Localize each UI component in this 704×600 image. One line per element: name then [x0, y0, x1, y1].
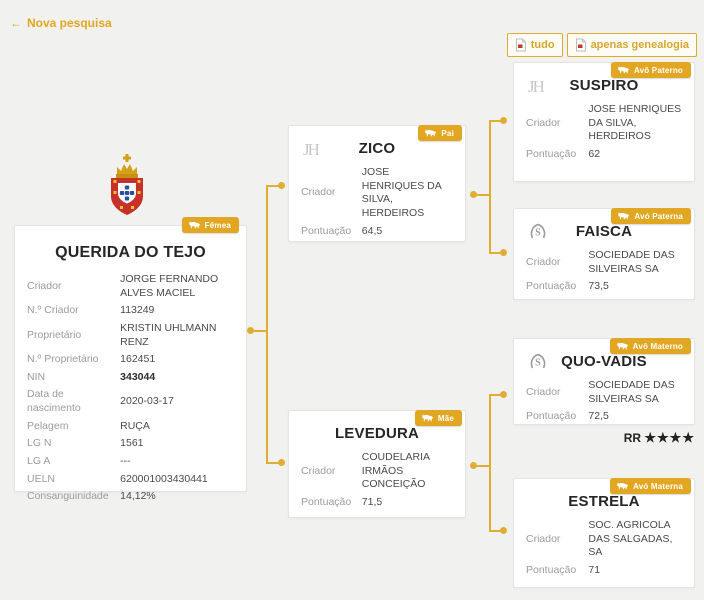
connector-dot	[470, 191, 477, 198]
sire-card[interactable]: Pai JH ZICO Criador JOSE HENRIQUES DA SIL…	[288, 125, 466, 242]
field-row: Pontuação 73,5	[526, 280, 609, 293]
connector-gen2b-bottom	[489, 530, 504, 532]
relation-badge: Pai	[418, 125, 462, 141]
horse-icon	[617, 482, 629, 490]
relation-badge: Avô Materno	[609, 338, 691, 354]
horse-name: JH SUSPIRO	[528, 77, 639, 96]
field-row: Criador JORGE FERNANDO ALVES MACIEL	[27, 273, 219, 299]
sex-badge: Fêmea	[181, 217, 239, 233]
connector-gen1-vertical	[266, 186, 268, 464]
field-row: UELN 620001003430441	[27, 472, 208, 485]
field-row: Proprietário KRISTIN UHLMANN RENZ	[27, 321, 217, 348]
field-row: LG A ---	[27, 455, 131, 468]
field-row: Consanguinidade 14,12%	[27, 490, 156, 503]
export-all-button[interactable]: tudo	[506, 33, 563, 57]
export-genealogy-button[interactable]: apenas genealogia	[566, 33, 697, 57]
connector-dot	[500, 249, 507, 256]
relation-badge: Avó Paterna	[611, 208, 691, 224]
horse-name: ESTRELA	[568, 493, 640, 510]
connector-gen2a-bottom	[489, 252, 504, 254]
relation-badge: Avô Paterno	[610, 62, 691, 78]
dam-card[interactable]: Mãe LEVEDURA Criador COUDELARIA IRMÃOS CO…	[288, 410, 466, 518]
paternal-granddam-card[interactable]: Avó Paterna S FAISCA Criador SOCIEDADE DA…	[513, 208, 695, 300]
horse-name: JH ZICO	[303, 140, 396, 159]
horse-name: LEVEDURA	[334, 425, 420, 442]
connector-gen2b-vertical	[489, 395, 491, 532]
field-row: LG N 1561	[27, 437, 144, 450]
horse-icon	[421, 414, 433, 422]
relation-badge-label: Mãe	[437, 413, 454, 423]
rating-stars: ★★★★	[644, 430, 695, 445]
field-row: Criador SOC. AGRICOLA DAS SALGADAS, SA	[526, 519, 673, 559]
back-arrow-icon: ←	[10, 16, 22, 30]
connector-gen1-mid	[251, 330, 267, 332]
breeder-monogram: JH	[303, 140, 320, 159]
field-row: Pontuação 71,5	[301, 495, 383, 508]
connector-gen1-bottom	[266, 462, 282, 464]
connector-dot	[500, 527, 507, 534]
field-row: Criador JOSE HENRIQUES DA SILVA, HERDEIRO…	[526, 103, 682, 143]
back-link-label: Nova pesquisa	[27, 16, 112, 30]
paternal-grandsire-card[interactable]: Avô Paterno JH SUSPIRO Criador JOSE HENRI…	[513, 62, 695, 182]
horse-name: S QUO-VADIS	[526, 353, 682, 370]
export-genealogy-label: apenas genealogia	[590, 39, 689, 51]
connector-dot	[278, 182, 285, 189]
connector-dot	[500, 117, 507, 124]
horse-icon	[618, 212, 630, 220]
rating-prefix: RR	[623, 431, 642, 445]
horse-name: S FAISCA	[526, 223, 682, 240]
field-row: Data de nascimento 2020-03-17	[27, 388, 174, 415]
horse-icon	[618, 66, 629, 74]
export-all-label: tudo	[530, 39, 555, 51]
connector-dot	[500, 391, 507, 398]
field-row: Criador JOSE HENRIQUES DA SILVA, HERDEIRO…	[301, 166, 442, 219]
merit-rating: RR ★★★★	[513, 430, 695, 446]
subject-card: Fêmea QUERIDA DO TEJO Criador JORGE FERNA…	[14, 217, 247, 502]
field-row: Criador SOCIEDADE DAS SILVEIRAS SA	[526, 249, 675, 275]
connector-dot	[278, 459, 285, 466]
horseshoe-s-icon: S	[530, 223, 546, 239]
connector-dot	[470, 462, 477, 469]
horse-icon	[616, 342, 628, 350]
export-button-group: tudo apenas genealogia	[506, 33, 697, 57]
relation-badge-label: Avô Paterno	[633, 65, 683, 75]
connector-gen2b-mid	[474, 465, 490, 467]
connector-gen2b-top	[489, 394, 504, 396]
subject-name: QUERIDA DO TEJO	[55, 244, 206, 261]
field-row: N.º Proprietário 162451	[27, 353, 156, 366]
connector-gen2a-vertical	[489, 121, 491, 254]
new-search-link[interactable]: ← Nova pesquisa	[10, 16, 112, 30]
connector-gen2a-mid	[474, 194, 490, 196]
horse-icon	[188, 221, 200, 229]
maternal-granddam-card[interactable]: Avó Materna ESTRELA Criador SOC. AGRICOLA…	[513, 478, 695, 588]
relation-badge-label: Avó Paterna	[634, 211, 683, 221]
connector-dot	[247, 327, 254, 334]
connector-gen1-top	[266, 185, 282, 187]
field-row: NIN 343044	[27, 370, 156, 383]
connector-gen2a-top	[489, 120, 504, 122]
field-row: Criador SOCIEDADE DAS SILVEIRAS SA	[526, 379, 675, 405]
field-row: Pontuação 64,5	[301, 224, 383, 237]
field-row: Pelagem RUÇA	[27, 419, 150, 432]
breeder-monogram: JH	[528, 77, 545, 96]
field-row: N.º Criador 113249	[27, 304, 155, 317]
relation-badge: Avó Materna	[610, 478, 691, 494]
horse-icon	[425, 129, 437, 137]
relation-badge-label: Pai	[441, 128, 454, 138]
relation-badge: Mãe	[414, 410, 462, 426]
document-icon	[515, 38, 526, 52]
svg-text:S: S	[535, 228, 541, 239]
field-row: Criador COUDELARIA IRMÃOS CONCEIÇÃO	[301, 451, 430, 491]
horseshoe-s-icon: S	[530, 353, 546, 369]
relation-badge-label: Avó Materna	[633, 481, 683, 491]
field-row: Pontuação 71	[526, 563, 601, 576]
field-row: Pontuação 72,5	[526, 410, 609, 423]
relation-badge-label: Avô Materno	[632, 341, 683, 351]
svg-text:S: S	[535, 358, 541, 369]
field-row: Pontuação 62	[526, 147, 601, 160]
registry-crest-logo	[108, 153, 146, 222]
document-icon	[575, 38, 586, 52]
maternal-grandsire-card[interactable]: Avô Materno S QUO-VADIS Criador SOCIEDADE…	[513, 338, 695, 425]
sex-badge-label: Fêmea	[204, 220, 231, 230]
